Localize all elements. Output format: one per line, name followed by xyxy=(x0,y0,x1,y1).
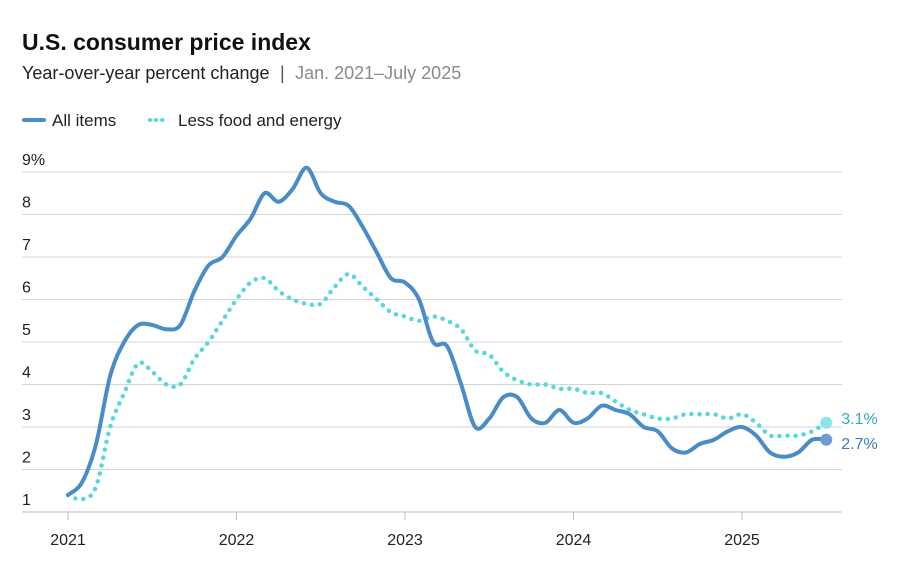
end-label-all-items: 2.7% xyxy=(841,436,877,453)
x-axis-ticks: 2021 2022 2023 2024 2025 xyxy=(50,512,760,549)
y-tick-label: 5 xyxy=(22,322,31,339)
y-tick-label: 9% xyxy=(22,152,45,169)
y-tick-label: 6 xyxy=(22,280,31,297)
series-lines xyxy=(65,165,829,502)
y-tick-label: 3 xyxy=(22,407,31,424)
legend-label-core: Less food and energy xyxy=(178,111,342,130)
legend: All items Less food and energy xyxy=(22,111,342,130)
end-label-less-food-and-energy: 3.1% xyxy=(841,411,877,428)
y-tick-label: 2 xyxy=(22,450,31,467)
subtitle-separator: | xyxy=(280,63,285,83)
series-line-all-items xyxy=(66,165,829,497)
x-tick-label: 2024 xyxy=(556,532,592,549)
y-tick-label: 1 xyxy=(22,492,31,509)
x-tick-label: 2022 xyxy=(219,532,255,549)
y-tick-label: 8 xyxy=(22,195,31,212)
chart-title: U.S. consumer price index xyxy=(22,29,311,55)
chart-subtitle: Year-over-year percent change | Jan. 202… xyxy=(22,63,461,83)
end-point-all-items xyxy=(820,433,833,446)
subtitle-range: Jan. 2021–July 2025 xyxy=(295,63,461,83)
y-tick-label: 7 xyxy=(22,237,31,254)
y-tick-label: 4 xyxy=(22,365,31,382)
end-point-less-food-and-energy xyxy=(820,416,833,429)
y-axis-ticks: 9% 8 7 6 5 4 3 2 1 xyxy=(22,152,45,509)
x-tick-label: 2023 xyxy=(387,532,423,549)
legend-label-all-items: All items xyxy=(52,111,116,130)
x-tick-label: 2025 xyxy=(724,532,760,549)
end-points: 2.7% 3.1% xyxy=(820,411,878,453)
x-tick-label: 2021 xyxy=(50,532,86,549)
series-line-less-food-and-energy xyxy=(65,271,829,502)
subtitle-main: Year-over-year percent change xyxy=(22,63,269,83)
